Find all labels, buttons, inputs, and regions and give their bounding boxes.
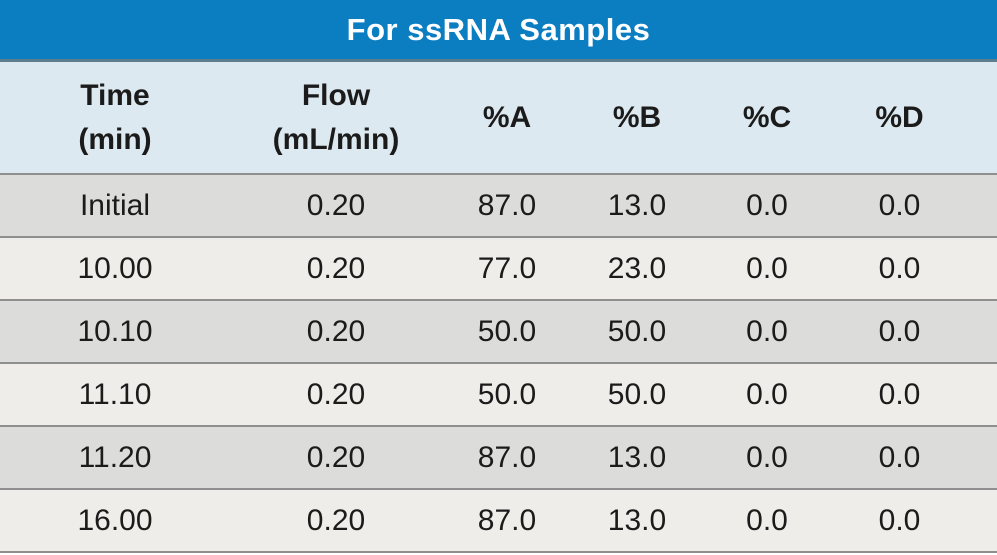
cell-percent-c: 0.0 bbox=[746, 188, 788, 222]
table-title-bar: For ssRNA Samples bbox=[0, 0, 997, 62]
cell-percent-a: 87.0 bbox=[477, 503, 537, 537]
cell-percent-b: 50.0 bbox=[607, 377, 667, 411]
table-row: 16.00 0.20 87.0 13.0 0.0 0.0 bbox=[0, 489, 997, 552]
table-title: For ssRNA Samples bbox=[346, 11, 651, 47]
cell-percent-a: 50.0 bbox=[477, 314, 537, 348]
col-header-percent-c: %C bbox=[702, 62, 832, 174]
cell-percent-c: 0.0 bbox=[746, 440, 788, 474]
table-row: 10.10 0.20 50.0 50.0 0.0 0.0 bbox=[0, 300, 997, 363]
cell-percent-a: 77.0 bbox=[477, 251, 537, 285]
cell-percent-c: 0.0 bbox=[746, 377, 788, 411]
cell-time: 11.20 bbox=[78, 440, 152, 474]
cell-flow: 0.20 bbox=[306, 440, 366, 474]
cell-flow: 0.20 bbox=[306, 377, 366, 411]
cell-flow: 0.20 bbox=[306, 503, 366, 537]
cell-percent-d: 0.0 bbox=[878, 188, 921, 222]
cell-percent-d: 0.0 bbox=[878, 503, 921, 537]
col-header-time: Time (min) bbox=[0, 62, 230, 174]
cell-percent-d: 0.0 bbox=[878, 377, 921, 411]
cell-percent-b: 13.0 bbox=[607, 503, 667, 537]
cell-flow: 0.20 bbox=[306, 314, 366, 348]
cell-percent-b: 23.0 bbox=[607, 251, 667, 285]
table-row: Initial 0.20 87.0 13.0 0.0 0.0 bbox=[0, 174, 997, 237]
col-header-percent-b: %B bbox=[572, 62, 702, 174]
cell-percent-a: 87.0 bbox=[477, 188, 537, 222]
table-row: 11.20 0.20 87.0 13.0 0.0 0.0 bbox=[0, 426, 997, 489]
col-header-flow: Flow (mL/min) bbox=[230, 62, 442, 174]
table-row: 11.10 0.20 50.0 50.0 0.0 0.0 bbox=[0, 363, 997, 426]
table-header-row: Time (min) Flow (mL/min) %A %B %C %D bbox=[0, 62, 997, 174]
cell-time: Initial bbox=[79, 188, 151, 222]
cell-time: 11.10 bbox=[78, 377, 152, 411]
cell-time: 16.00 bbox=[77, 503, 153, 537]
cell-percent-b: 13.0 bbox=[607, 440, 667, 474]
cell-percent-b: 13.0 bbox=[607, 188, 667, 222]
col-header-time-line1: Time bbox=[80, 79, 150, 112]
cell-percent-a: 87.0 bbox=[477, 440, 537, 474]
cell-percent-d: 0.0 bbox=[878, 440, 921, 474]
table-body: Initial 0.20 87.0 13.0 0.0 0.0 10.00 0.2… bbox=[0, 174, 997, 552]
cell-flow: 0.20 bbox=[306, 251, 366, 285]
cell-time: 10.00 bbox=[77, 251, 153, 285]
cell-percent-d: 0.0 bbox=[878, 251, 921, 285]
cell-percent-a: 50.0 bbox=[477, 377, 537, 411]
col-header-flow-line1: Flow bbox=[301, 79, 371, 112]
cell-percent-c: 0.0 bbox=[746, 314, 788, 348]
cell-percent-c: 0.0 bbox=[746, 251, 788, 285]
cell-percent-d: 0.0 bbox=[878, 314, 921, 348]
cell-flow: 0.20 bbox=[306, 188, 366, 222]
cell-time: 10.10 bbox=[77, 314, 153, 348]
gradient-table: Time (min) Flow (mL/min) %A %B %C %D Ini… bbox=[0, 62, 997, 553]
cell-percent-b: 50.0 bbox=[607, 314, 667, 348]
col-header-flow-line2: (mL/min) bbox=[272, 122, 400, 156]
table-row: 10.00 0.20 77.0 23.0 0.0 0.0 bbox=[0, 237, 997, 300]
col-header-percent-d: %D bbox=[832, 62, 997, 174]
cell-percent-c: 0.0 bbox=[746, 503, 788, 537]
col-header-percent-a: %A bbox=[442, 62, 572, 174]
col-header-time-line2: (min) bbox=[78, 122, 152, 156]
